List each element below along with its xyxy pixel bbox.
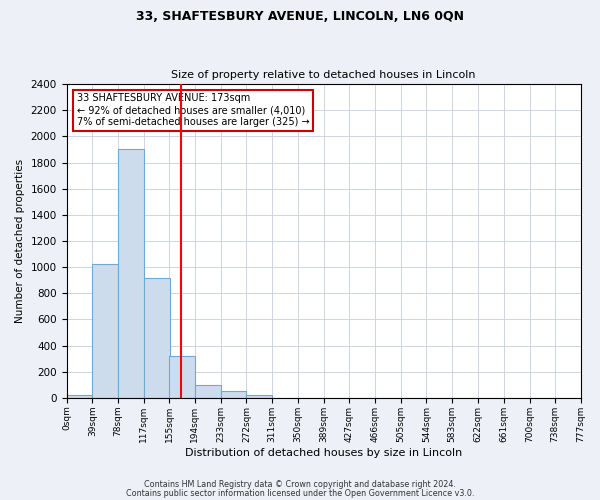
Bar	[221, 392, 247, 398]
Bar	[195, 385, 221, 398]
Text: Contains public sector information licensed under the Open Government Licence v3: Contains public sector information licen…	[126, 489, 474, 498]
Text: 33 SHAFTESBURY AVENUE: 173sqm
← 92% of detached houses are smaller (4,010)
7% of: 33 SHAFTESBURY AVENUE: 173sqm ← 92% of d…	[77, 94, 310, 126]
Title: Size of property relative to detached houses in Lincoln: Size of property relative to detached ho…	[171, 70, 476, 81]
X-axis label: Distribution of detached houses by size in Lincoln: Distribution of detached houses by size …	[185, 448, 462, 458]
Bar	[169, 356, 195, 398]
Bar	[144, 278, 170, 398]
Bar	[247, 396, 272, 398]
Bar	[92, 264, 118, 398]
Text: Contains HM Land Registry data © Crown copyright and database right 2024.: Contains HM Land Registry data © Crown c…	[144, 480, 456, 489]
Bar	[67, 396, 92, 398]
Y-axis label: Number of detached properties: Number of detached properties	[15, 159, 25, 323]
Text: 33, SHAFTESBURY AVENUE, LINCOLN, LN6 0QN: 33, SHAFTESBURY AVENUE, LINCOLN, LN6 0QN	[136, 10, 464, 23]
Bar	[118, 150, 144, 398]
